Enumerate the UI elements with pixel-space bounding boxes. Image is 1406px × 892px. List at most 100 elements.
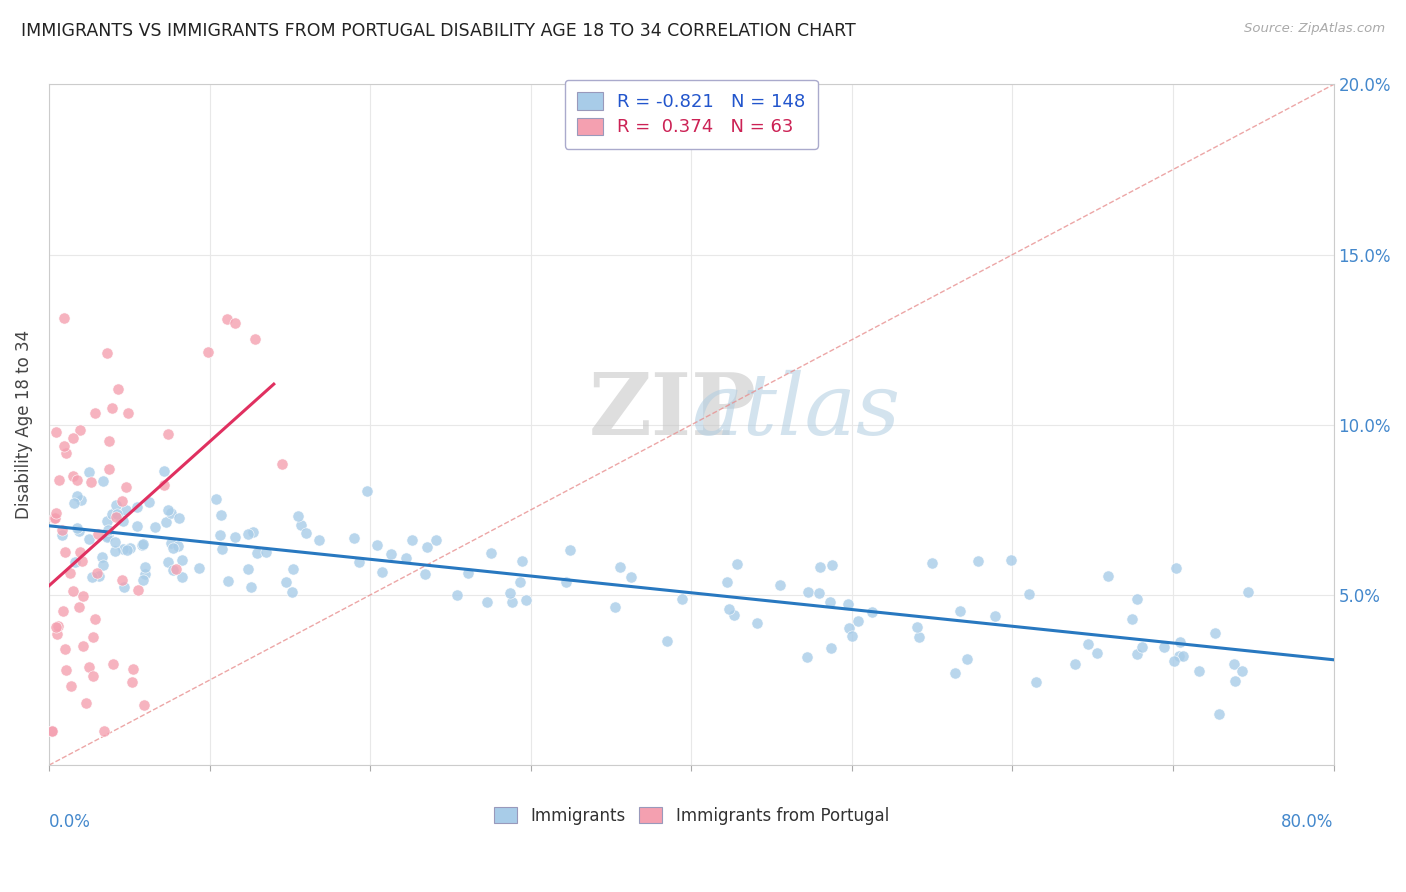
Point <box>208 527 231 541</box>
Point <box>509 575 531 590</box>
Point <box>60 679 83 693</box>
Point <box>67 600 90 615</box>
Point <box>44 510 66 524</box>
Point <box>217 574 239 588</box>
Point <box>97 524 120 538</box>
Point <box>127 500 149 514</box>
Point <box>83 406 105 420</box>
Point <box>112 580 135 594</box>
Text: ZIP: ZIP <box>589 369 756 453</box>
Point <box>172 553 194 567</box>
Point <box>51 528 73 542</box>
Point <box>725 557 748 571</box>
Point <box>107 382 129 396</box>
Point <box>717 601 740 615</box>
Point <box>848 614 870 628</box>
Point <box>1223 674 1246 689</box>
Point <box>245 332 267 346</box>
Point <box>104 498 127 512</box>
Point <box>620 570 643 584</box>
Point <box>356 483 378 498</box>
Point <box>75 696 97 710</box>
Point <box>52 603 75 617</box>
Point <box>127 583 149 598</box>
Point <box>807 586 830 600</box>
Point <box>41 724 63 739</box>
Point <box>502 595 524 609</box>
Point <box>117 543 139 558</box>
Point <box>555 574 578 589</box>
Point <box>238 561 260 575</box>
Point <box>59 566 82 580</box>
Point <box>72 639 94 653</box>
Point <box>41 724 63 739</box>
Point <box>115 502 138 516</box>
Point <box>96 346 118 360</box>
Point <box>143 520 166 534</box>
Point <box>908 630 931 644</box>
Point <box>134 560 156 574</box>
Text: 80.0%: 80.0% <box>1281 813 1334 830</box>
Point <box>921 556 943 570</box>
Point <box>479 546 502 560</box>
Point <box>949 603 972 617</box>
Point <box>510 554 533 568</box>
Point <box>55 446 77 460</box>
Point <box>1064 657 1087 671</box>
Text: 0.0%: 0.0% <box>49 813 91 830</box>
Point <box>100 401 122 415</box>
Point <box>413 566 436 581</box>
Point <box>91 549 114 564</box>
Point <box>162 541 184 555</box>
Point <box>53 641 76 656</box>
Point <box>79 465 101 479</box>
Point <box>1097 569 1119 583</box>
Point <box>236 526 259 541</box>
Point <box>132 573 155 587</box>
Point <box>45 425 67 440</box>
Text: Source: ZipAtlas.com: Source: ZipAtlas.com <box>1244 22 1385 36</box>
Point <box>1171 649 1194 664</box>
Point <box>153 478 176 492</box>
Point <box>905 620 928 634</box>
Point <box>967 554 990 568</box>
Point <box>560 543 582 558</box>
Point <box>769 578 792 592</box>
Point <box>224 316 246 330</box>
Y-axis label: Disability Age 18 to 34: Disability Age 18 to 34 <box>15 330 32 519</box>
Point <box>425 533 447 547</box>
Point <box>72 589 94 603</box>
Point <box>281 584 304 599</box>
Point <box>156 503 179 517</box>
Point <box>984 609 1007 624</box>
Point <box>796 650 818 665</box>
Point <box>62 431 84 445</box>
Point <box>366 538 388 552</box>
Point <box>837 597 859 611</box>
Point <box>98 434 121 449</box>
Point <box>416 540 439 554</box>
Point <box>122 662 145 676</box>
Point <box>188 560 211 574</box>
Point <box>66 489 89 503</box>
Point <box>52 439 75 453</box>
Point <box>475 595 498 609</box>
Point <box>108 509 131 524</box>
Point <box>44 511 66 525</box>
Point <box>347 555 370 569</box>
Point <box>209 508 232 523</box>
Point <box>111 541 134 556</box>
Point <box>818 595 841 609</box>
Point <box>457 566 479 580</box>
Text: atlas: atlas <box>692 370 900 452</box>
Point <box>217 312 239 326</box>
Point <box>153 464 176 478</box>
Point <box>157 426 180 441</box>
Point <box>162 563 184 577</box>
Point <box>270 457 292 471</box>
Point <box>96 530 118 544</box>
Point <box>52 310 75 325</box>
Point <box>48 473 70 487</box>
Point <box>112 515 135 529</box>
Point <box>723 607 745 622</box>
